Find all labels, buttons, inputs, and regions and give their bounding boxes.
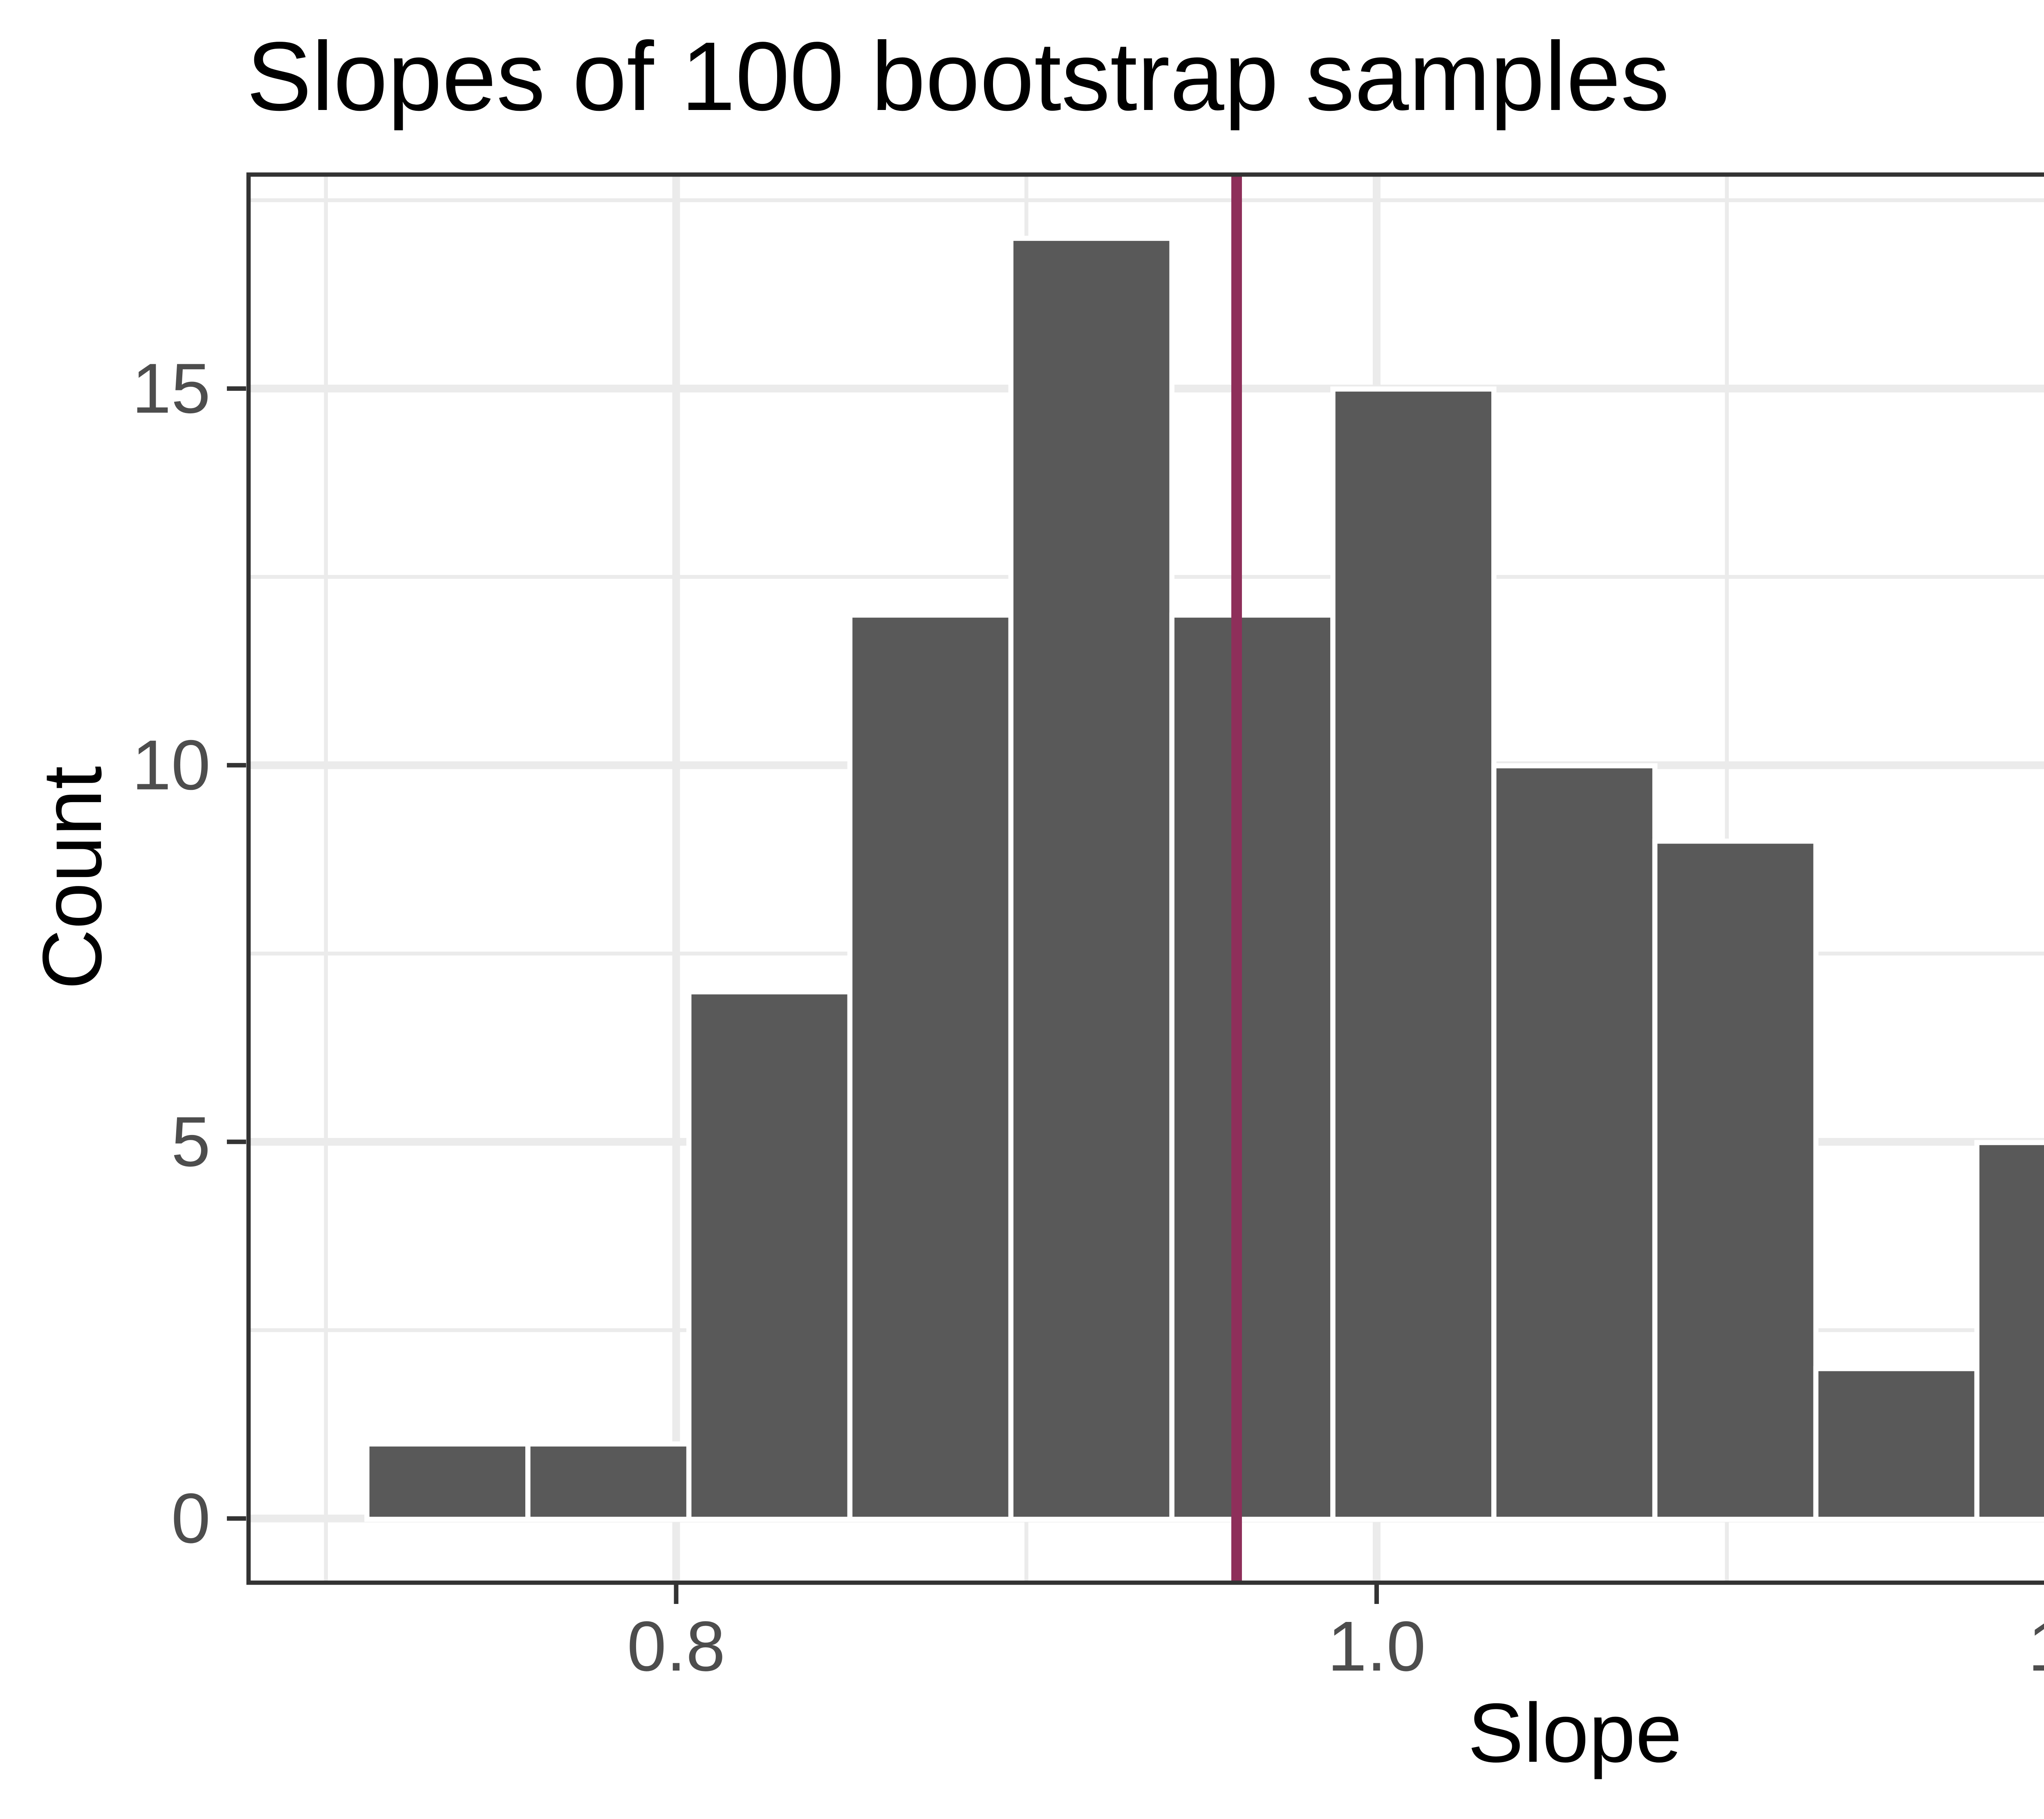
svg-text:15: 15 — [132, 348, 211, 428]
svg-text:Slopes of 100 bootstrap sample: Slopes of 100 bootstrap samples — [247, 22, 1670, 131]
svg-text:1.2: 1.2 — [2028, 1606, 2044, 1686]
svg-text:Count: Count — [25, 766, 119, 989]
svg-text:0: 0 — [171, 1478, 211, 1558]
svg-text:5: 5 — [171, 1102, 211, 1181]
svg-text:1.0: 1.0 — [1327, 1606, 1426, 1686]
svg-text:0.8: 0.8 — [627, 1606, 726, 1686]
svg-text:Slope: Slope — [1468, 1686, 1682, 1780]
svg-text:10: 10 — [132, 725, 211, 805]
